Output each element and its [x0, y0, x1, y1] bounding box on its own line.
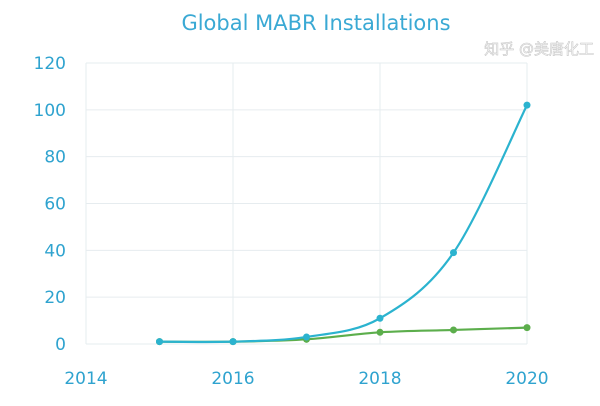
- chart-title: Global MABR Installations: [181, 11, 450, 35]
- y-tick-label: 60: [44, 195, 66, 215]
- x-tick-label: 2020: [505, 369, 548, 389]
- series-line-0: [159, 104, 528, 344]
- y-tick-label: 0: [55, 335, 66, 355]
- y-tick-label: 20: [44, 288, 66, 308]
- y-axis: 0 20 40 60 80 100 120: [34, 54, 66, 355]
- grid: [85, 62, 528, 345]
- y-tick-label: 40: [44, 241, 66, 261]
- data-point: [450, 249, 457, 257]
- x-axis: 2014 2016 2018 2020: [64, 369, 548, 389]
- data-point: [523, 101, 531, 109]
- y-tick-label: 120: [34, 54, 66, 74]
- x-tick-label: 2014: [64, 369, 107, 389]
- data-point: [303, 333, 310, 341]
- y-tick-label: 100: [34, 101, 66, 121]
- data-point: [229, 338, 237, 346]
- data-point: [376, 328, 384, 336]
- data-point: [376, 314, 384, 322]
- x-tick-label: 2016: [211, 369, 254, 389]
- data-point: [523, 324, 531, 332]
- series-line-1: [159, 326, 528, 343]
- watermark: 知乎 @美唐化工: [484, 40, 594, 58]
- data-point: [156, 338, 163, 346]
- data-point: [450, 326, 457, 334]
- series-group: [156, 101, 531, 346]
- x-tick-label: 2018: [358, 369, 401, 389]
- y-tick-label: 80: [44, 148, 66, 168]
